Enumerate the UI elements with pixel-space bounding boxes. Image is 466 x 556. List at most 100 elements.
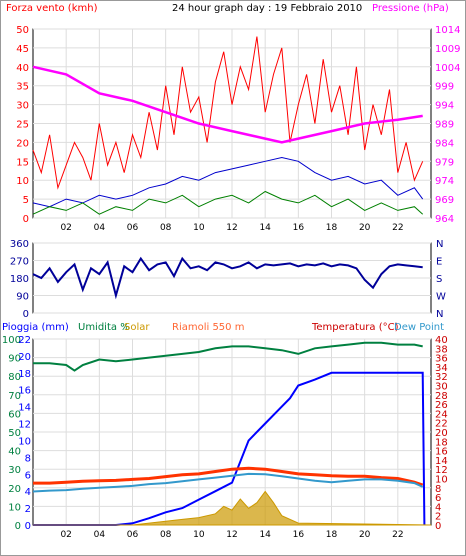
series-pressure-line xyxy=(32,65,423,144)
humidity-tick-label: 40 xyxy=(8,447,21,458)
rain-axis-label: Pioggia (mm) xyxy=(2,322,69,333)
compass-label: N xyxy=(436,309,443,320)
rain-tick-label: 8 xyxy=(25,453,31,464)
pressure-tick-label: 984 xyxy=(435,138,454,149)
humidity-tick-label: 80 xyxy=(8,372,21,383)
humidity-tick-label: 30 xyxy=(8,465,21,476)
temperature-axis-label: Temperatura (°C) xyxy=(311,322,399,333)
series-dewpoint-line xyxy=(32,472,424,493)
direction-grid xyxy=(33,242,431,314)
direction-tick-label: 90 xyxy=(16,292,29,303)
rain-tick-label: 4 xyxy=(25,487,31,498)
wind-tick-label: 45 xyxy=(16,44,29,55)
dewpoint-axis-label: Dew Point xyxy=(394,322,444,333)
temperature-tick-label: 18 xyxy=(435,437,448,448)
pressure-tick-label: 1004 xyxy=(435,63,460,74)
pressure-tick-label: 1009 xyxy=(435,44,460,55)
series-humidity-line xyxy=(33,341,423,372)
pressure-tick-label: 979 xyxy=(435,157,454,168)
humidity-tick-label: 50 xyxy=(8,428,21,439)
humidity-tick-label: 60 xyxy=(8,409,21,420)
temperature-tick-label: 2 xyxy=(435,512,441,523)
lower-series xyxy=(32,341,432,526)
wind-x-tick-label: 16 xyxy=(293,223,305,233)
wind-series xyxy=(32,36,424,215)
temperature-tick-label: 14 xyxy=(435,456,448,467)
lower-x-ticks: 02 04 06 08 10 12 14 16 18 20 22 xyxy=(60,530,403,540)
wind-tick-label: 5 xyxy=(23,195,29,206)
wind-x-tick-label: 18 xyxy=(326,223,338,233)
rain-tick-label: 6 xyxy=(25,470,31,481)
series-gust-line xyxy=(32,36,424,190)
series-rain-line xyxy=(33,371,426,526)
humidity-tick-label: 0 xyxy=(15,521,21,532)
direction-tick-label: 0 xyxy=(23,309,29,320)
wind-x-tick-label: 08 xyxy=(160,223,172,233)
wind-tick-label: 0 xyxy=(23,214,29,225)
lower-x-tick-label: 02 xyxy=(60,530,71,540)
series-solar-area xyxy=(33,490,432,526)
rain-tick-label: 20 xyxy=(18,352,31,363)
pressure-tick-label: 969 xyxy=(435,195,454,206)
temperature-tick-label: 6 xyxy=(435,493,441,504)
direction-tick-label: 360 xyxy=(10,239,29,250)
wind-x-tick-label: 02 xyxy=(60,223,71,233)
direction-y-ticks: 0 90 180 270 360 xyxy=(10,239,29,320)
wind-x-tick-label: 04 xyxy=(94,223,106,233)
temperature-tick-label: 0 xyxy=(435,521,441,532)
lower-left-ticks: 0102030405060708090100024681012141618202… xyxy=(2,335,31,532)
humidity-tick-label: 100 xyxy=(2,335,21,346)
rain-tick-label: 0 xyxy=(25,521,31,532)
temperature-tick-label: 4 xyxy=(435,502,441,513)
lower-x-tick-label: 18 xyxy=(326,530,338,540)
rain-tick-label: 22 xyxy=(18,335,31,346)
wind-x-tick-label: 12 xyxy=(226,223,237,233)
rain-tick-label: 2 xyxy=(25,504,31,515)
wind-tick-label: 20 xyxy=(16,138,29,149)
lower-x-tick-label: 20 xyxy=(359,530,371,540)
compass-label: W xyxy=(436,292,446,303)
temperature-tick-label: 10 xyxy=(435,475,448,486)
temperature-tick-label: 26 xyxy=(435,400,448,411)
wind-x-tick-label: 10 xyxy=(193,223,205,233)
wind-x-tick-label: 14 xyxy=(259,223,271,233)
temperature-tick-label: 34 xyxy=(435,363,448,374)
wind-x-tick-label: 06 xyxy=(127,223,139,233)
pressure-tick-label: 999 xyxy=(435,82,454,93)
wind-tick-label: 50 xyxy=(16,25,29,36)
temperature-tick-label: 32 xyxy=(435,372,448,383)
temperature-tick-label: 30 xyxy=(435,382,448,393)
pressure-tick-label: 964 xyxy=(435,214,454,225)
temperature-tick-label: 8 xyxy=(435,484,441,495)
rain-humidity-temp-panel: 0102030405060708090100024681012141618202… xyxy=(2,335,448,540)
lower-x-tick-label: 12 xyxy=(226,530,237,540)
humidity-tick-label: 90 xyxy=(8,354,21,365)
rain-tick-label: 16 xyxy=(18,386,31,397)
lower-x-tick-label: 14 xyxy=(259,530,271,540)
compass-label: E xyxy=(436,257,442,268)
rain-tick-label: 14 xyxy=(18,403,31,414)
series-direction-line xyxy=(32,256,423,300)
solar-label: Solar xyxy=(124,322,150,333)
temperature-tick-label: 24 xyxy=(435,409,448,420)
series-average-line xyxy=(32,156,424,208)
rain-tick-label: 18 xyxy=(18,369,31,380)
pressure-tick-label: 1014 xyxy=(435,25,460,36)
temperature-tick-label: 22 xyxy=(435,419,448,430)
station-label: Riamoli 550 m xyxy=(172,322,244,333)
temperature-tick-label: 40 xyxy=(435,335,448,346)
lower-x-tick-label: 08 xyxy=(160,530,172,540)
direction-tick-label: 180 xyxy=(10,274,29,285)
lower-x-tick-label: 06 xyxy=(127,530,139,540)
temperature-tick-label: 16 xyxy=(435,447,448,458)
compass-label: N xyxy=(436,239,443,250)
humidity-tick-label: 10 xyxy=(8,502,21,513)
temperature-tick-label: 38 xyxy=(435,344,448,355)
wind-tick-label: 10 xyxy=(16,176,29,187)
lower-x-tick-label: 22 xyxy=(392,530,403,540)
wind-tick-label: 15 xyxy=(16,157,29,168)
rain-tick-label: 12 xyxy=(18,420,31,431)
